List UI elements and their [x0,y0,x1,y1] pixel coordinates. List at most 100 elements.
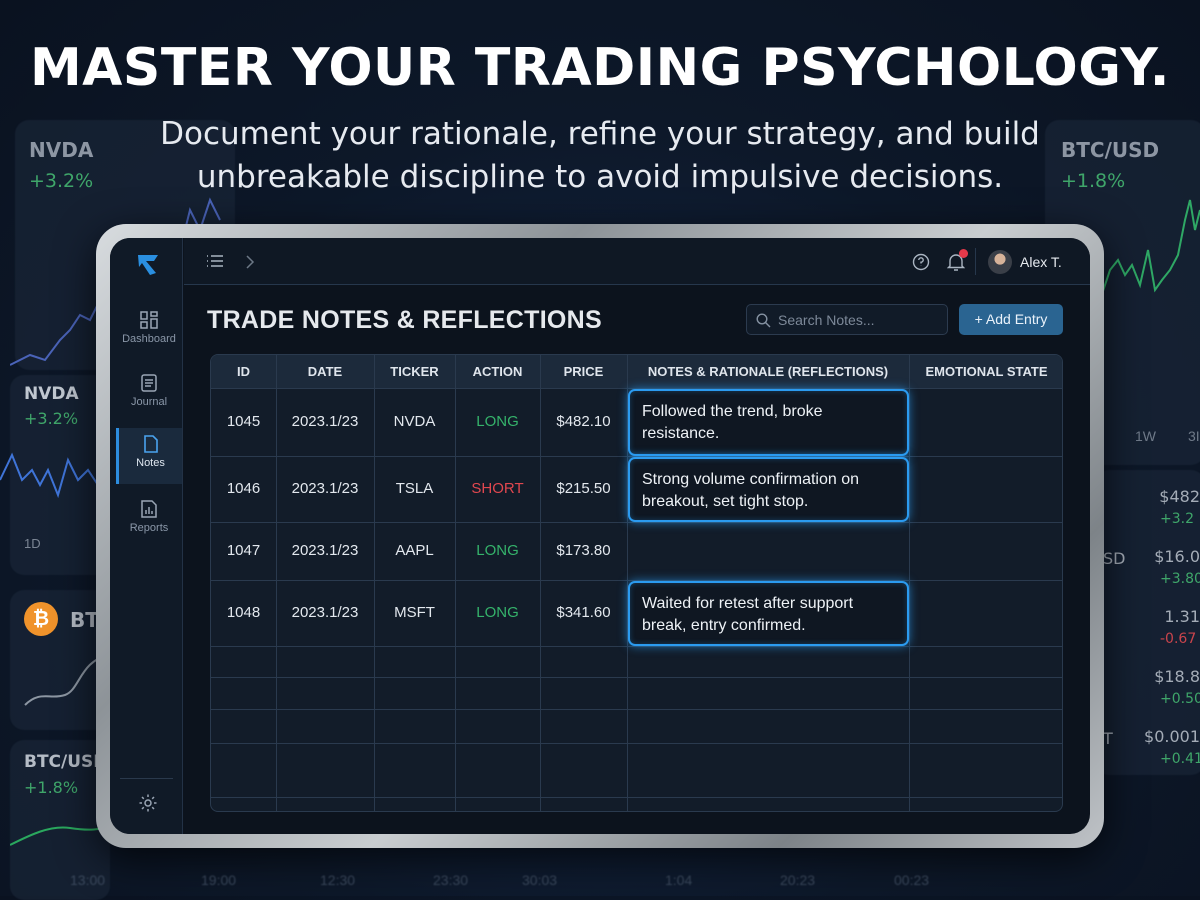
row-divider [211,522,1062,523]
row-divider [211,797,1062,798]
time-tick-label: 00:23 [894,872,930,888]
bg-ticker: BT [70,608,99,632]
column-header[interactable]: ID [211,355,276,388]
bg-list-change: +3.80 [1160,571,1200,587]
user-name[interactable]: Alex T. [1020,254,1062,270]
bg-change: +3.2% [24,409,79,428]
search-input[interactable]: Search Notes... [746,304,948,335]
bg-list-change: +3.2 [1160,511,1194,527]
sidebar-item-label: Reports [129,522,169,534]
gear-icon[interactable] [138,793,158,813]
column-divider [627,355,628,811]
column-header[interactable]: EMOTIONAL STATE [909,355,1062,388]
cell-ticker: MSFT [394,604,435,621]
time-tick-label: 30:03 [522,872,558,888]
sidebar-item-dashboard[interactable]: Dashboard [116,304,182,360]
cell-action: SHORT [471,480,524,497]
row-divider [211,677,1062,678]
cell-id: 1048 [226,604,261,621]
column-header[interactable]: TICKER [374,355,455,388]
column-header[interactable]: PRICE [540,355,627,388]
bg-list-price: $0.001 [1144,727,1200,746]
cell-id: 1047 [226,542,261,559]
cell-action: LONG [476,413,519,430]
bg-range: 1W [1135,428,1156,444]
sidebar-item-journal[interactable]: Journal [116,367,182,423]
page-title: TRADE NOTES & REFLECTIONS [207,306,603,334]
bg-range: 1D [24,536,41,551]
sidebar-divider [120,778,173,779]
cell-ticker: NVDA [393,413,436,430]
topbar: Alex T. [184,238,1090,285]
column-header[interactable]: DATE [276,355,374,388]
help-icon[interactable] [912,253,930,271]
bg-chart-line [10,824,110,846]
time-tick-label: 23:30 [433,872,469,888]
sidebar: Dashboard Journal Notes Reports [110,238,183,834]
time-tick-label: 20:23 [780,872,816,888]
bg-list-price: $18.8 [1154,667,1200,686]
bg-chart-line [0,452,110,499]
cell-price: $341.60 [556,604,611,621]
app-screen: Dashboard Journal Notes Reports Alex T. … [110,238,1090,834]
sidebar-item-label: Dashboard [122,333,176,345]
bg-chart-line [24,654,110,706]
column-divider [276,355,277,811]
column-divider [909,355,910,811]
bg-change: +3.2% [29,170,94,192]
bg-list-change: +0.50 [1160,691,1200,707]
bg-card-btcusd [10,740,110,900]
sidebar-item-notes[interactable]: Notes [116,428,182,484]
row-divider [211,709,1062,710]
time-tick-label: 19:00 [201,872,237,888]
note-cell[interactable]: Strong volume confirmation on breakout, … [628,457,909,522]
sidebar-item-reports[interactable]: Reports [116,493,182,549]
bg-chart-line [1100,199,1200,301]
notification-dot [959,249,968,258]
search-placeholder: Search Notes... [778,312,875,328]
chevron-right-icon[interactable] [245,254,255,270]
bell-icon[interactable] [947,252,965,272]
subtitle-line-1: Document your rationale, refine your str… [160,116,1040,152]
bg-range: 3I [1188,428,1200,444]
cell-ticker: TSLA [395,480,434,497]
note-cell[interactable]: Waited for retest after support break, e… [628,581,909,646]
bg-list [1095,470,1200,775]
column-divider [455,355,456,811]
reports-icon [141,500,157,518]
sidebar-item-label: Notes [136,457,165,469]
cell-date: 2023.1/23 [291,604,359,621]
bg-ticker: NVDA [29,138,94,162]
cell-action: LONG [476,542,519,559]
bg-ticker: BTC/USD [1061,138,1160,162]
bg-list-price: 1.31 [1164,607,1200,626]
bitcoin-icon: ₿ [24,602,58,636]
note-cell[interactable]: Followed the trend, broke resistance. [628,389,909,456]
search-icon [756,313,771,328]
column-divider [374,355,375,811]
column-header[interactable]: NOTES & RATIONALE (REFLECTIONS) [627,355,909,388]
logo-icon [138,255,158,275]
headline: MASTER YOUR TRADING PSYCHOLOGY. [29,38,1171,98]
grid-icon [140,311,158,329]
time-tick-label: 13:00 [70,872,106,888]
bg-ticker: BTC/USI [24,752,100,772]
row-divider [211,646,1062,647]
cell-date: 2023.1/23 [291,542,359,559]
menu-icon[interactable] [206,254,224,268]
bg-list-name: SD [1103,549,1126,568]
bg-change: +1.8% [1061,170,1126,192]
bg-list-price: $482 [1159,487,1200,506]
cell-id: 1045 [226,413,261,430]
cell-action: LONG [476,604,519,621]
avatar[interactable] [988,250,1012,274]
row-divider [211,743,1062,744]
bg-list-name: T [1103,729,1113,748]
bg-list-change: -0.67 [1160,631,1197,647]
cell-date: 2023.1/23 [291,413,359,430]
column-header[interactable]: ACTION [455,355,540,388]
time-tick-label: 12:30 [320,872,356,888]
row-divider [211,580,1062,581]
add-entry-button[interactable]: + Add Entry [959,304,1063,335]
sidebar-item-label: Journal [130,396,168,408]
